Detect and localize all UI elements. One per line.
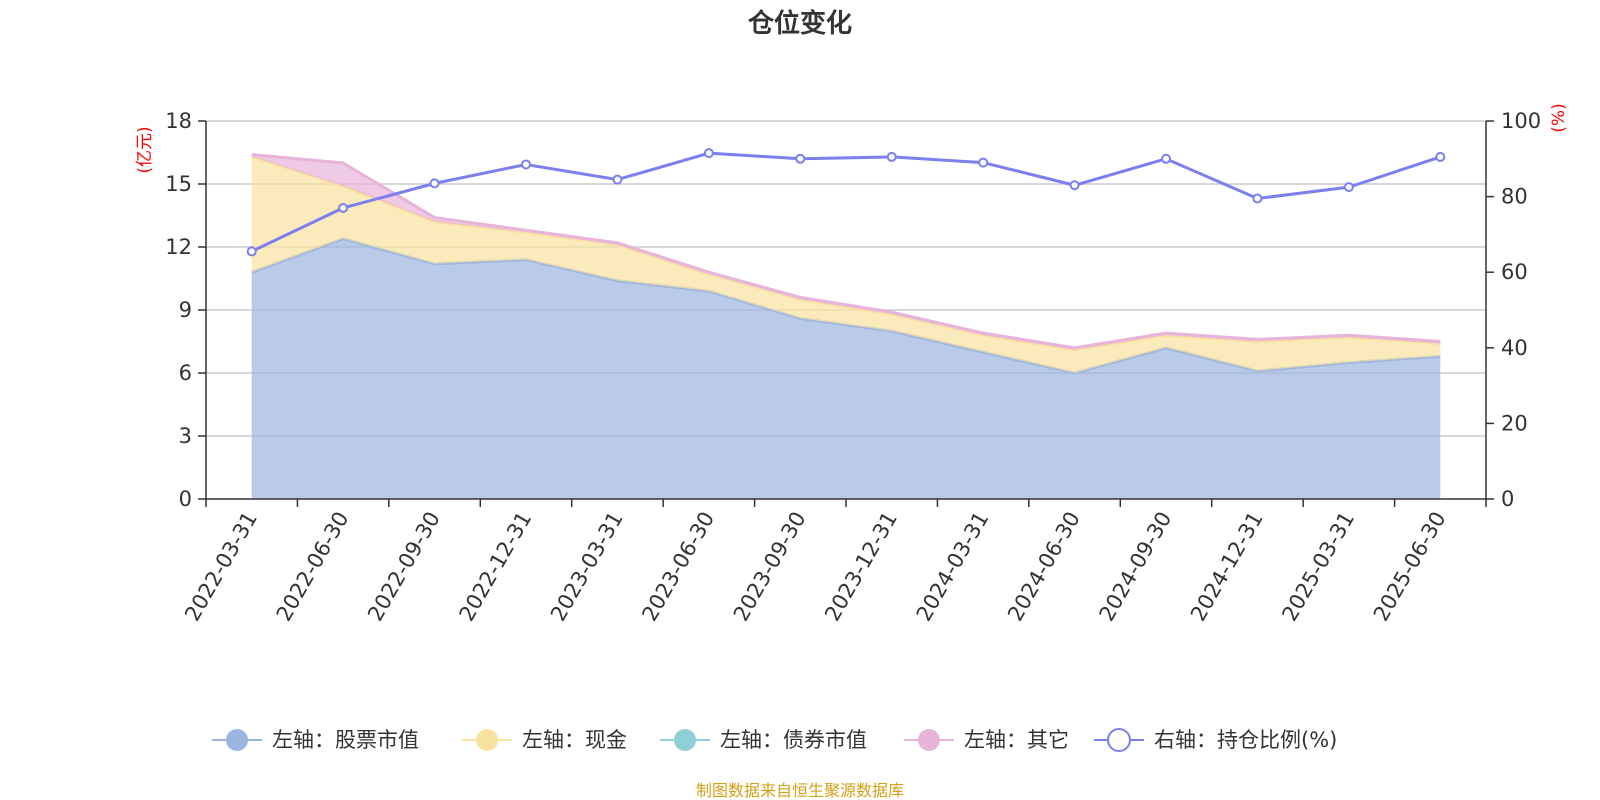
x-axis-label: 2022-03-31 — [180, 508, 262, 626]
ratio-point — [612, 174, 623, 185]
legend-label: 左轴：其它 — [964, 728, 1069, 752]
right-axis-tick-label: 80 — [1501, 185, 1528, 209]
right-axis-unit: (%) — [1549, 103, 1569, 132]
ratio-point — [795, 153, 806, 164]
ratio-point — [1343, 182, 1354, 193]
ratio-point — [1069, 180, 1080, 191]
legend-label: 左轴：债券市值 — [720, 728, 867, 752]
ratio-point — [1252, 193, 1263, 204]
x-axis-label: 2025-06-30 — [1369, 508, 1451, 626]
legend-marker — [476, 729, 498, 751]
x-axis-label: 2023-03-31 — [546, 508, 628, 626]
ratio-point — [978, 157, 989, 168]
ratio-point — [886, 151, 897, 162]
left-axis-tick-label: 0 — [179, 487, 192, 511]
left-axis-unit: (亿元) — [135, 126, 155, 173]
legend: 左轴：股票市值 左轴：现金 左轴：债券市值 左轴：其它 右轴：持仓比例(%) — [212, 728, 1337, 752]
left-axis-tick-label: 15 — [165, 172, 192, 196]
ratio-line — [246, 148, 1446, 257]
stacked-areas — [251, 153, 1441, 499]
x-axis-label: 2024-06-30 — [1003, 508, 1085, 626]
legend-marker — [918, 729, 940, 751]
ratio-point — [1435, 151, 1446, 162]
ratio-point — [703, 148, 714, 159]
left-axis-tick-label: 6 — [179, 361, 192, 385]
ratio-point — [338, 202, 349, 213]
x-axis-label: 2024-12-31 — [1186, 508, 1268, 626]
legend-marker — [1107, 728, 1131, 752]
x-axis-label: 2023-12-31 — [820, 508, 902, 626]
ratio-line-path — [251, 151, 1441, 253]
ratio-point — [429, 178, 440, 189]
area-左轴：现金 — [251, 156, 1441, 373]
left-axis-tick-label: 3 — [179, 424, 192, 448]
legend-marker — [674, 729, 696, 751]
right-axis-tick-label: 40 — [1501, 336, 1528, 360]
area-line-左轴：其它 — [251, 153, 1441, 350]
source-note: 制图数据来自恒生聚源数据库 — [696, 781, 904, 800]
x-axis-label: 2025-03-31 — [1277, 508, 1359, 626]
left-axis-tick-label: 12 — [165, 235, 192, 259]
right-axis-tick-label: 60 — [1501, 260, 1528, 284]
legend-label: 右轴：持仓比例(%) — [1154, 728, 1337, 752]
right-axis-tick-label: 100 — [1501, 109, 1541, 133]
right-axis-tick-label: 0 — [1501, 487, 1514, 511]
right-axis-tick-label: 20 — [1501, 411, 1528, 435]
x-axis-label: 2024-09-30 — [1095, 508, 1177, 626]
x-axis-label: 2023-09-30 — [729, 508, 811, 626]
x-axis-label: 2022-12-31 — [455, 508, 537, 626]
chart-title: 仓位变化 — [747, 8, 852, 39]
legend-marker — [226, 729, 248, 751]
legend-label: 左轴：股票市值 — [272, 728, 419, 752]
legend-label: 左轴：现金 — [522, 728, 627, 752]
x-axis-label: 2022-06-30 — [272, 508, 354, 626]
area-左轴：股票市值 — [251, 238, 1441, 499]
x-axis-label: 2024-03-31 — [912, 507, 994, 625]
x-axis-label: 2022-09-30 — [363, 507, 445, 625]
left-axis-tick-label: 18 — [165, 109, 192, 133]
ratio-point — [246, 246, 257, 257]
ratio-point — [1161, 153, 1171, 164]
ratio-point — [521, 159, 531, 170]
left-axis-tick-label: 9 — [179, 298, 192, 322]
x-axis-label: 2023-06-30 — [637, 508, 719, 626]
